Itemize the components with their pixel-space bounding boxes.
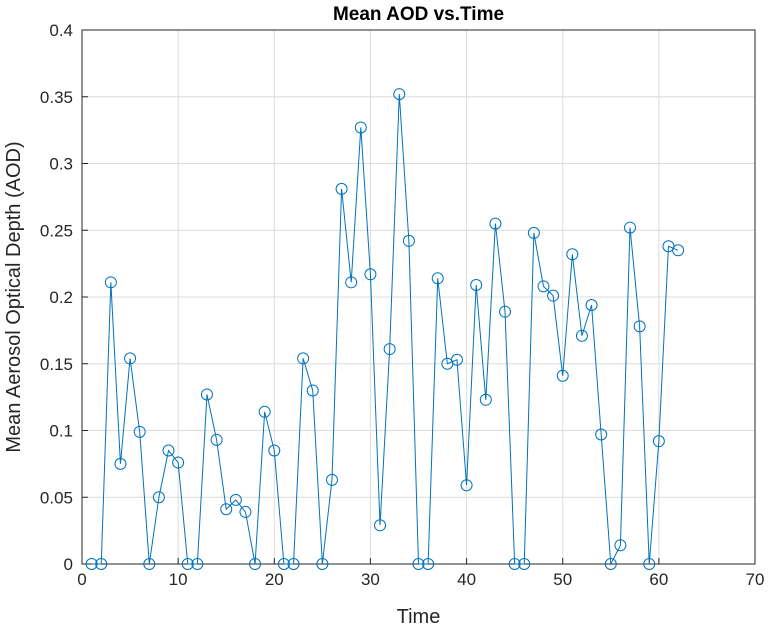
series-markers [85,88,685,570]
series-line [91,94,679,566]
data-point-marker [143,558,156,570]
data-point-marker [431,272,444,285]
data-point-marker [239,505,252,518]
x-tick-label: 30 [361,570,380,589]
x-tick-label: 50 [553,570,572,589]
data-point-marker [85,558,98,570]
y-axis-ticks: 0 0.05 0.1 0.15 0.2 0.25 0.3 0.35 0.4 [40,21,88,574]
data-point-marker [354,121,367,134]
y-tick-label: 0 [64,555,73,574]
data-point-marker [412,558,425,570]
data-point-marker [287,558,300,570]
x-tick-label: 60 [649,570,668,589]
data-point-marker [325,473,338,486]
data-point-marker [383,343,396,356]
data-point-marker [402,234,415,247]
data-point-marker [595,428,608,441]
data-point-marker [133,425,146,438]
data-point-marker [95,558,108,570]
data-point-marker [489,217,502,230]
data-point-marker [537,280,550,293]
data-point-marker [268,444,281,457]
data-point-marker [306,384,319,397]
data-point-marker [210,433,223,446]
data-point-marker [643,558,656,570]
data-point-marker [556,369,569,382]
data-point-marker [229,493,242,506]
data-point-marker [374,519,387,532]
data-point-marker [104,276,117,289]
y-tick-label: 0.1 [49,422,73,441]
data-point-marker [124,352,137,365]
x-axis-label: Time [397,606,441,628]
data-point-marker [277,558,290,570]
data-point-marker [604,558,617,570]
x-tick-label: 0 [77,570,86,589]
data-point-marker [470,278,483,291]
y-tick-label: 0.15 [40,355,73,374]
data-point-marker [297,352,310,365]
chart-title: Mean AOD vs.Time [333,4,504,25]
data-point-marker [172,456,185,469]
x-tick-label: 20 [265,570,284,589]
data-point-marker [527,226,540,239]
y-tick-label: 0.3 [49,155,73,174]
data-point-marker [479,393,492,406]
x-tick-label: 70 [746,570,765,589]
data-point-marker [200,388,213,401]
data-point-marker [345,276,358,289]
data-point-marker [585,299,598,312]
data-point-marker [393,88,406,101]
data-point-marker [633,320,646,333]
y-tick-label: 0.4 [49,21,73,40]
data-point-marker [249,558,262,570]
y-tick-label: 0.35 [40,88,73,107]
data-point-marker [114,457,127,470]
data-point-marker [518,558,531,570]
data-point-marker [191,558,204,570]
data-point-marker [316,558,329,570]
y-tick-label: 0.2 [49,288,73,307]
data-point-marker [162,444,175,457]
data-point-marker [258,405,271,418]
data-point-marker [335,182,348,195]
data-point-marker [508,558,521,570]
x-tick-label: 40 [457,570,476,589]
y-tick-label: 0.25 [40,221,73,240]
data-point-marker [364,268,377,281]
data-point-marker [152,491,165,504]
x-tick-label: 10 [169,570,188,589]
data-point-marker [460,479,473,492]
data-point-marker [575,329,588,342]
data-point-marker [614,539,627,552]
data-point-marker [672,244,685,257]
data-point-marker [652,435,665,448]
data-point-marker [181,558,194,570]
data-point-marker [499,305,512,318]
data-point-marker [547,289,560,302]
x-axis-ticks: 0 10 20 30 40 50 60 70 [77,558,764,589]
y-tick-label: 0.05 [40,488,73,507]
data-point-marker [450,353,463,366]
data-point-marker [422,558,435,570]
y-axis-label: Mean Aerosol Optical Depth (AOD) [3,141,25,452]
data-point-marker [220,503,233,516]
data-point-marker [566,248,579,261]
data-point-marker [624,221,637,234]
